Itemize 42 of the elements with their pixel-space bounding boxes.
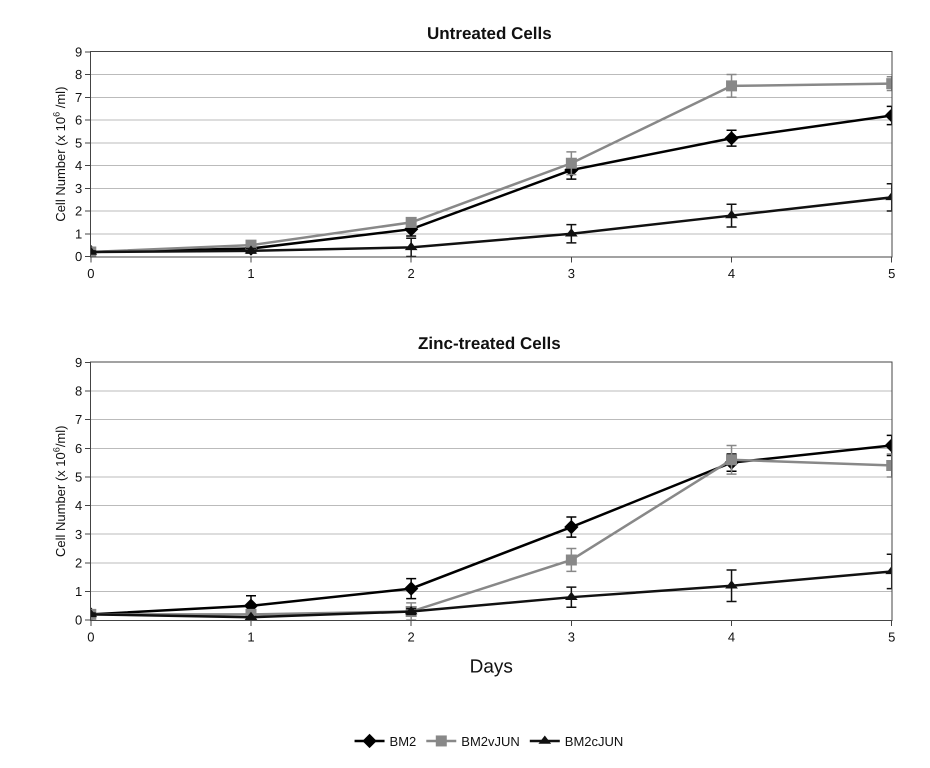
y-tick-label: 0 xyxy=(74,612,82,628)
x-tick-label: 1 xyxy=(247,266,255,282)
y-tick-label: 6 xyxy=(74,112,82,128)
y-tick-label: 4 xyxy=(74,158,82,174)
y-tick-label: 8 xyxy=(74,384,82,399)
x-tick-label: 5 xyxy=(888,630,896,645)
y-tick-label: 2 xyxy=(74,204,82,219)
x-tick-label: 5 xyxy=(888,266,896,282)
chart-title: Untreated Cells xyxy=(427,24,552,43)
y-tick-label: 4 xyxy=(74,498,82,514)
y-tick-label: 0 xyxy=(74,249,82,264)
legend-label: BM2cJUN xyxy=(564,734,624,750)
y-tick-label: 1 xyxy=(74,226,82,242)
chart-title: Zinc-treated Cells xyxy=(418,334,561,353)
x-tick-label: 0 xyxy=(87,266,94,282)
x-tick-label: 1 xyxy=(247,630,255,645)
point xyxy=(564,520,579,534)
y-tick-label: 7 xyxy=(74,412,82,428)
y-tick-label: 9 xyxy=(74,354,82,370)
y-tick-label: 6 xyxy=(74,440,82,456)
point xyxy=(404,581,418,596)
y-tick-label: 5 xyxy=(74,135,82,150)
x-tick-label: 0 xyxy=(87,630,94,645)
y-tick-label: 3 xyxy=(74,180,82,196)
point xyxy=(566,554,577,566)
legend-label: BM2 xyxy=(390,734,416,750)
y-tick-label: 3 xyxy=(74,526,82,542)
y-tick-label: 2 xyxy=(74,555,82,570)
legend-label: BM2vJUN xyxy=(461,734,520,750)
x-axis-title: Days xyxy=(470,656,513,678)
x-tick-label: 4 xyxy=(728,266,736,282)
x-tick-label: 2 xyxy=(408,266,415,282)
x-tick-label: 4 xyxy=(728,630,736,645)
y-tick-label: 7 xyxy=(74,90,82,105)
y-tick-label: 8 xyxy=(74,67,82,82)
y-tick-label: 5 xyxy=(74,469,82,484)
x-tick-label: 3 xyxy=(568,630,575,645)
point xyxy=(566,158,577,169)
y-tick-label: 1 xyxy=(74,584,82,600)
x-tick-label: 2 xyxy=(408,630,415,645)
x-tick-label: 3 xyxy=(568,266,575,282)
y-tick-label: 9 xyxy=(74,44,82,60)
